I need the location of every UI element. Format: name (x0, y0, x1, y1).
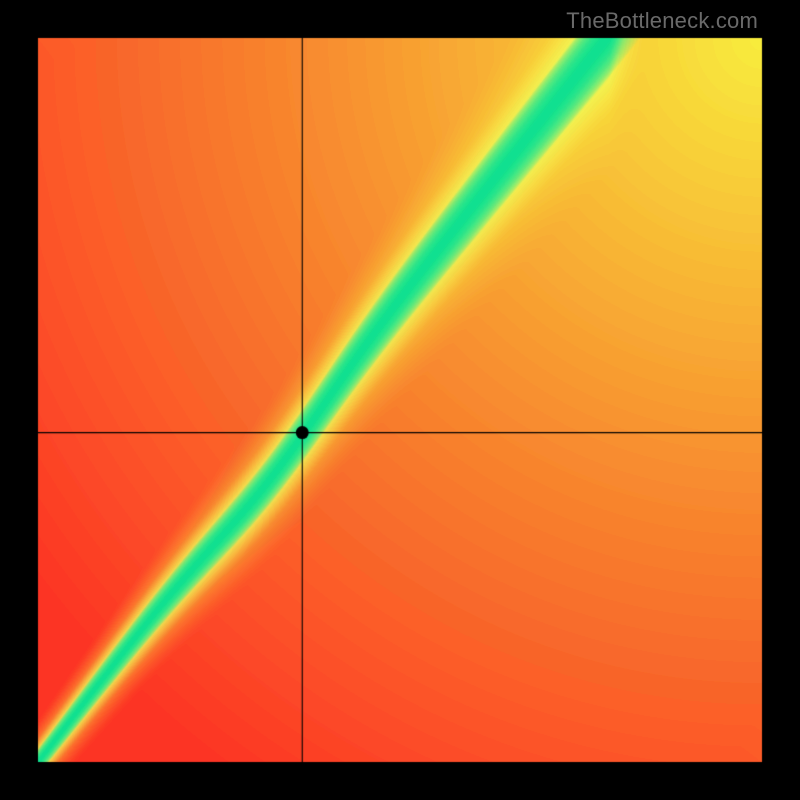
chart-container: TheBottleneck.com (0, 0, 800, 800)
bottleneck-heatmap (0, 0, 800, 800)
watermark-label: TheBottleneck.com (566, 8, 758, 34)
